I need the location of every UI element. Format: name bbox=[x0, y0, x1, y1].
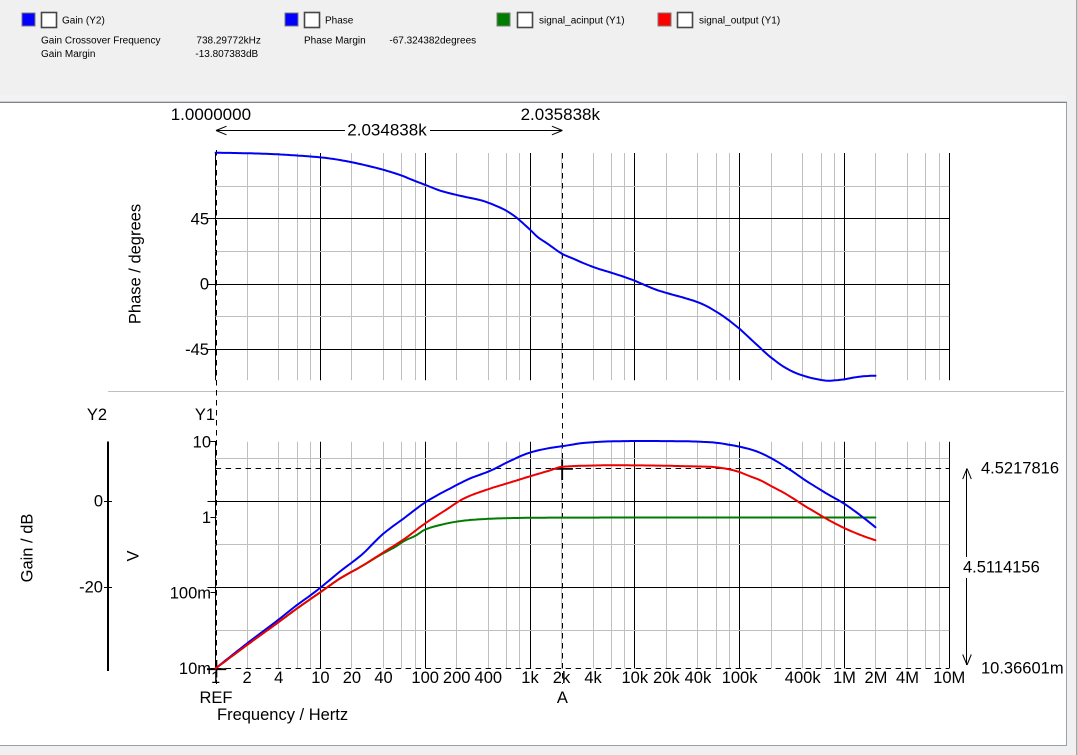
svg-text:Phase Margin: Phase Margin bbox=[304, 36, 366, 47]
svg-text:A: A bbox=[557, 689, 568, 707]
svg-text:signal_acinput (Y1): signal_acinput (Y1) bbox=[539, 16, 625, 27]
svg-text:REF: REF bbox=[200, 689, 233, 707]
svg-text:-45: -45 bbox=[185, 341, 209, 359]
svg-text:40: 40 bbox=[374, 669, 392, 687]
svg-text:Phase: Phase bbox=[325, 16, 354, 27]
svg-text:1.0000000: 1.0000000 bbox=[171, 105, 251, 124]
svg-text:0: 0 bbox=[94, 493, 103, 511]
svg-text:40k: 40k bbox=[685, 669, 712, 687]
svg-text:1: 1 bbox=[211, 669, 220, 687]
svg-text:20k: 20k bbox=[653, 669, 680, 687]
svg-text:10.36601m: 10.36601m bbox=[981, 660, 1064, 678]
svg-text:20: 20 bbox=[343, 669, 361, 687]
svg-text:-20: -20 bbox=[79, 579, 103, 597]
svg-text:Frequency / Hertz: Frequency / Hertz bbox=[217, 706, 348, 724]
svg-text:2M: 2M bbox=[864, 669, 887, 687]
svg-text:10m: 10m bbox=[179, 660, 211, 678]
svg-text:Gain (Y2): Gain (Y2) bbox=[62, 16, 105, 27]
svg-text:4M: 4M bbox=[896, 669, 919, 687]
svg-text:200: 200 bbox=[443, 669, 471, 687]
svg-text:1k: 1k bbox=[521, 669, 539, 687]
svg-text:1M: 1M bbox=[833, 669, 856, 687]
svg-text:4k: 4k bbox=[584, 669, 602, 687]
svg-text:Y2: Y2 bbox=[87, 406, 107, 424]
svg-text:-67.324382degrees: -67.324382degrees bbox=[389, 36, 476, 47]
svg-text:100k: 100k bbox=[722, 669, 759, 687]
svg-text:V: V bbox=[125, 550, 143, 561]
svg-text:4: 4 bbox=[274, 669, 283, 687]
svg-text:1: 1 bbox=[202, 509, 211, 527]
svg-text:2: 2 bbox=[243, 669, 252, 687]
svg-text:Gain Crossover Frequency: Gain Crossover Frequency bbox=[41, 36, 161, 47]
svg-text:100: 100 bbox=[411, 669, 439, 687]
svg-text:10: 10 bbox=[193, 433, 211, 451]
svg-text:Gain / dB: Gain / dB bbox=[19, 514, 37, 583]
svg-text:400k: 400k bbox=[785, 669, 822, 687]
svg-text:4.5114156: 4.5114156 bbox=[963, 559, 1040, 577]
svg-text:10: 10 bbox=[311, 669, 329, 687]
svg-text:2.035838k: 2.035838k bbox=[521, 105, 601, 124]
svg-text:45: 45 bbox=[191, 210, 209, 228]
svg-text:400: 400 bbox=[475, 669, 503, 687]
svg-text:-13.807383dB: -13.807383dB bbox=[195, 49, 258, 60]
svg-text:10M: 10M bbox=[933, 669, 965, 687]
svg-text:10k: 10k bbox=[621, 669, 648, 687]
svg-text:2.034838k: 2.034838k bbox=[347, 121, 427, 140]
svg-text:100m: 100m bbox=[170, 584, 211, 602]
svg-text:0: 0 bbox=[200, 276, 209, 294]
svg-text:Gain Margin: Gain Margin bbox=[41, 49, 95, 60]
svg-text:2k: 2k bbox=[553, 669, 571, 687]
svg-text:signal_output (Y1): signal_output (Y1) bbox=[699, 16, 780, 27]
svg-text:4.5217816: 4.5217816 bbox=[981, 460, 1059, 478]
svg-text:Y1: Y1 bbox=[195, 406, 215, 424]
svg-text:Phase / degrees: Phase / degrees bbox=[127, 204, 145, 324]
svg-text:738.29772kHz: 738.29772kHz bbox=[196, 36, 261, 47]
